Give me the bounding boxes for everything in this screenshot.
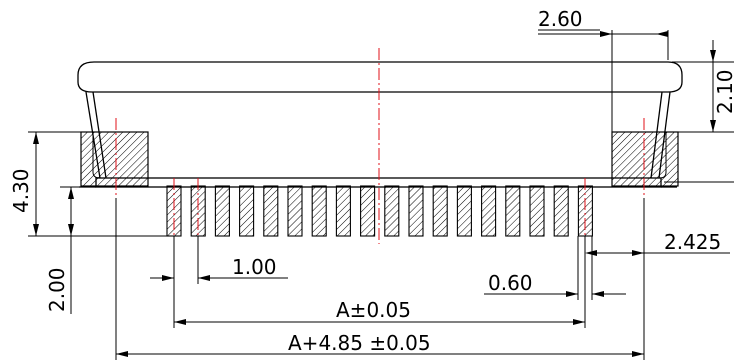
arrow-2-10-top — [710, 50, 716, 62]
contact-pin — [456, 185, 472, 237]
contact-pin — [408, 185, 424, 237]
dimension-labels: 2.60 2.10 4.30 2.00 1.00 2.425 0.60 A±0.… — [9, 7, 734, 355]
left-tab-inner-curve — [92, 132, 101, 179]
arrow-2-00-top — [68, 187, 74, 199]
contact-pins — [166, 185, 593, 237]
left-hold-down-tab — [80, 131, 149, 187]
arrow-2-60-right — [656, 31, 668, 37]
arrow-0-60-right — [592, 291, 604, 297]
label-A: A±0.05 — [336, 298, 411, 322]
contact-pin — [505, 185, 521, 237]
contact-pin — [239, 185, 255, 237]
arrow-4-30-bottom — [33, 224, 39, 236]
connector-body — [77, 61, 683, 188]
arrow-A-right — [573, 319, 585, 325]
arrow-2-00-bottom — [68, 224, 74, 236]
arrow-A-total-left — [116, 351, 128, 357]
arrow-A-total-right — [632, 351, 644, 357]
label-1-00: 1.00 — [232, 255, 277, 279]
contact-pin — [214, 185, 230, 237]
label-2-425: 2.425 — [664, 230, 721, 254]
side-tabs — [80, 131, 679, 187]
contact-pin — [481, 185, 497, 237]
right-hold-down-tab — [611, 131, 679, 187]
label-0-60: 0.60 — [488, 271, 533, 295]
contact-pin — [335, 185, 351, 237]
contact-pin — [263, 185, 279, 237]
contact-pin — [553, 185, 569, 237]
label-4-30: 4.30 — [9, 168, 33, 213]
right-tab-inner-curve — [659, 132, 667, 179]
arrow-2-60-left — [600, 31, 612, 37]
label-A-total: A+4.85 ±0.05 — [288, 331, 431, 355]
arrow-2-10-bottom — [710, 120, 716, 132]
label-2-60: 2.60 — [538, 7, 583, 31]
contact-pin — [287, 185, 303, 237]
arrow-0-60-left — [566, 291, 578, 297]
contact-pin — [529, 185, 545, 237]
label-2-00: 2.00 — [45, 267, 69, 312]
arrow-A-left — [174, 319, 186, 325]
arrow-2-425-right — [632, 250, 644, 256]
arrow-4-30-top — [33, 132, 39, 144]
contact-pin — [360, 185, 376, 237]
arrowheads — [33, 31, 716, 357]
contact-pin — [432, 185, 448, 237]
arrow-1-00-left — [162, 275, 174, 281]
contact-pin — [311, 185, 327, 237]
label-2-10: 2.10 — [713, 69, 734, 114]
top-cover-outline — [77, 61, 683, 93]
contact-pin — [384, 185, 400, 237]
arrow-1-00-right — [198, 275, 210, 281]
arrow-2-425-left — [585, 250, 597, 256]
